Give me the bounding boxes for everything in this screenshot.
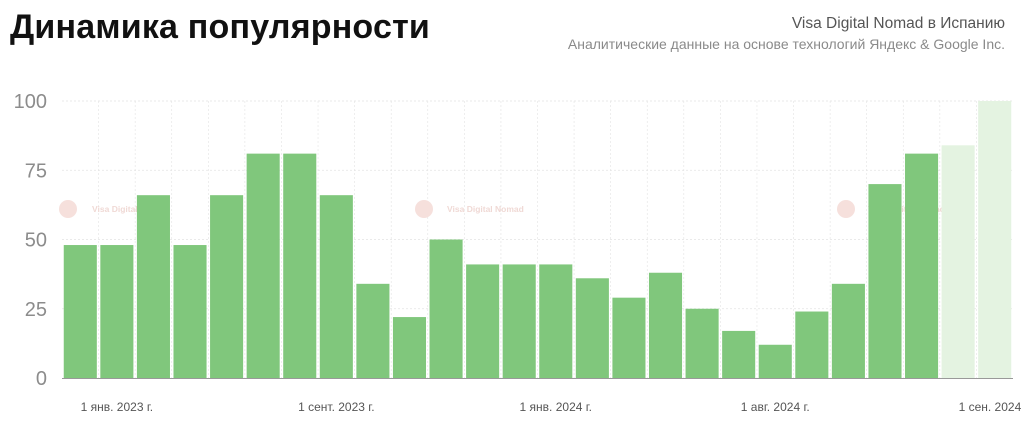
bar [100,245,134,378]
bar [502,264,536,378]
bar [246,153,280,378]
y-tick-label: 75 [25,160,47,182]
bar [868,184,902,378]
bar [795,311,829,378]
bar [429,239,463,378]
bar [210,195,244,378]
x-tick-label: 1 авг. 2024 г. [741,400,810,414]
bar [466,264,500,378]
x-tick-label: 1 сен. 2024 г. [959,400,1024,414]
logo-mark-icon [837,200,855,218]
forecast-bar [941,145,975,378]
bar [831,283,865,378]
x-tick-label: 1 янв. 2023 г. [81,400,153,414]
bar [136,195,170,378]
bar [722,330,756,378]
bar [758,344,792,378]
bar [575,278,609,378]
bar [356,283,390,378]
bar [612,297,646,378]
chart-subtitle: Visa Digital Nomad в Испанию [791,15,1005,32]
watermark-text: Visa Digital Nomad [92,204,169,214]
bar [283,153,317,378]
y-tick-label: 50 [25,230,47,252]
bar [392,317,427,378]
x-tick-label: 1 янв. 2024 г. [520,400,592,414]
bar [685,308,719,378]
bar [63,245,97,378]
bar [319,195,353,378]
y-tick-label: 25 [25,299,47,321]
source-note: Аналитические данные на основе технологи… [567,36,1005,52]
y-tick-label: 100 [14,91,47,113]
y-tick-label: 0 [36,368,47,390]
x-tick-label: 1 сент. 2023 г. [298,400,374,414]
bar [905,153,939,378]
bar [173,245,207,378]
logo-mark-icon [59,200,77,218]
forecast-bar [978,101,1012,378]
watermark-text: Visa Digital Nomad [447,204,524,214]
chart-title: Динамика популярности [10,8,431,46]
logo-mark-icon [415,200,433,218]
bar [539,264,573,378]
bar [648,272,683,378]
